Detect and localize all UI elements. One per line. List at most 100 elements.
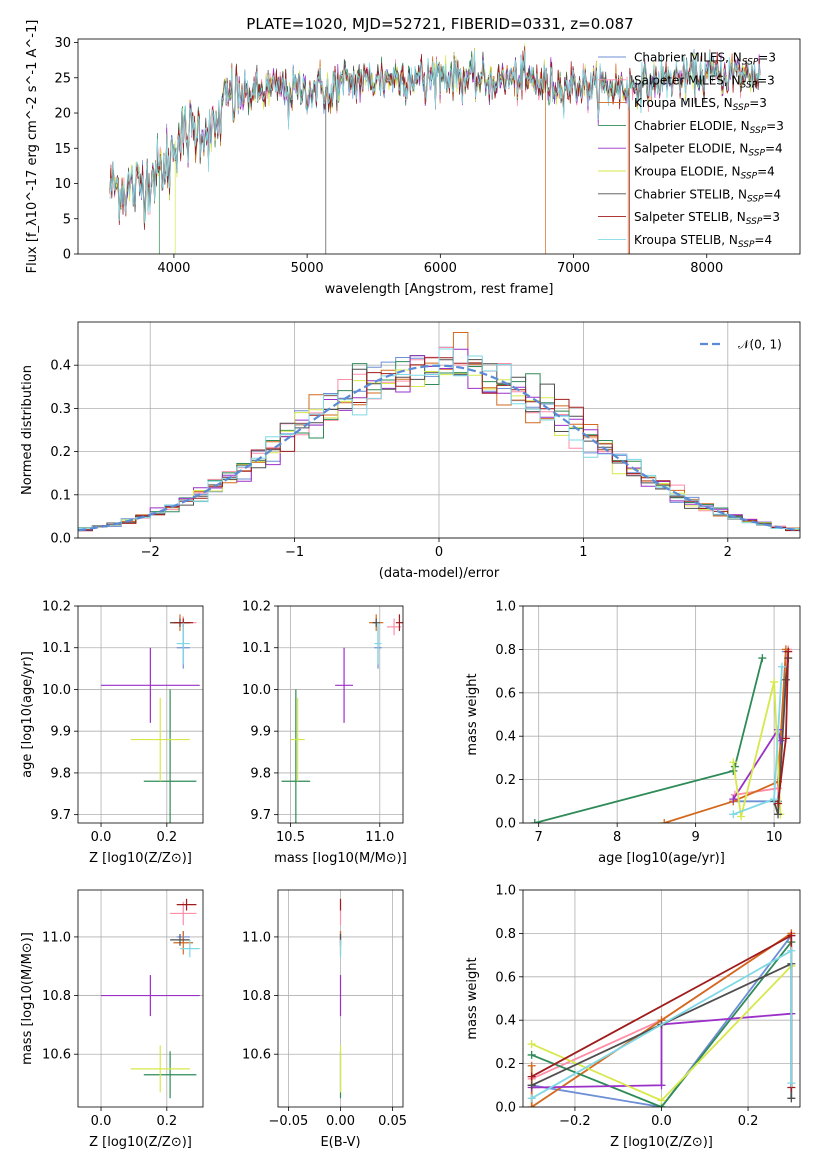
errorbar-chabrier-stelib <box>372 618 380 627</box>
y-tick-label: 0.6 <box>495 970 516 985</box>
y-tick-label: 10.2 <box>42 600 71 615</box>
x-tick-label: 0.0 <box>651 1114 672 1129</box>
x-tick-label: 7 <box>535 830 543 845</box>
y-tick-label: 0.2 <box>50 445 71 460</box>
axes-weight-vs-age: 7 8 9 10 0.0 0.2 0.4 0.6 0.8 1.0 age [log10(age/yr… <box>465 600 801 866</box>
errorbar-chabrier-elodie <box>143 1051 197 1099</box>
x-tick-label: 8000 <box>690 261 723 276</box>
x-tick-label: 0.00 <box>326 1114 355 1129</box>
x-tick-label: −1 <box>285 545 304 560</box>
x-tick-label: −2 <box>141 545 160 560</box>
y-tick-label: 10.0 <box>42 683 71 698</box>
legend-entry-chabrier-stelib: Chabrier STELIB, NSSP=4 <box>634 187 781 204</box>
panel-residuals: −2 −1 0 1 2 0.0 0.1 0.2 0.3 0.4 (data-model)/error… <box>20 321 801 581</box>
weight-line-kroupa-miles <box>663 649 787 823</box>
weight-marker-salpeter-elodie <box>657 1081 666 1090</box>
weight-marker-salpeter-stelib <box>781 734 790 743</box>
weight-marker-chabrier-elodie <box>758 654 767 663</box>
spectrum-title: PLATE=1020, MJD=52721, FIBERID=0331, z=0… <box>246 15 633 33</box>
y-tick-label: 0.4 <box>495 730 516 745</box>
x-tick-label: 0.0 <box>91 1114 112 1129</box>
weight-marker-kroupa-elodie <box>729 758 738 767</box>
y-tick-label: 1.0 <box>495 884 516 899</box>
y-tick-label: 9.8 <box>250 766 271 781</box>
y-tick-label: 11.0 <box>42 930 71 945</box>
errorbar-chabrier-elodie <box>281 689 311 823</box>
errorbar-salpeter-elodie <box>101 647 200 723</box>
weight-line-salpeter-elodie <box>531 1012 792 1089</box>
errorbar-chabrier-elodie <box>143 689 197 823</box>
y-tick-label: 5 <box>63 212 71 227</box>
y-tick-label: 10.0 <box>242 683 271 698</box>
axes-mass-vs-z: 0.0 0.2 10.6 10.8 11.0 Z [log10(Z/Z⊙)] mass [l… <box>20 889 204 1150</box>
y-tick-label: 0.2 <box>495 1057 516 1072</box>
y-tick-label: 10.1 <box>242 641 271 656</box>
errorbar-salpeter-elodie <box>335 647 353 723</box>
x-tick-label: −0.05 <box>268 1114 308 1129</box>
plot-area-mass-vs-z <box>101 898 200 1099</box>
weight-marker-kroupa-stelib <box>777 662 786 671</box>
y-tick-label: 9.7 <box>50 808 71 823</box>
plot-area-weight-vs-z <box>527 929 796 1107</box>
legend-entry-chabrier-miles: Chabrier MILES, NSSP=3 <box>634 51 776 68</box>
histogram-kroupa-stelib <box>78 348 800 529</box>
plot-area-age-vs-z <box>101 614 200 823</box>
legend-entry-salpeter-elodie: Salpeter ELODIE, NSSP=4 <box>634 142 783 159</box>
plot-area-age-vs-mass <box>281 614 403 823</box>
plot-area-residuals <box>78 332 800 532</box>
x-tick-label: 0.0 <box>91 830 112 845</box>
y-tick-label: 0.8 <box>495 643 516 658</box>
x-tick-label: 7000 <box>557 261 590 276</box>
weight-marker-chabrier-elodie <box>530 819 539 823</box>
errorbar-salpeter-stelib <box>395 614 403 632</box>
spectrum-line-kroupa-stelib <box>109 49 761 224</box>
x-tick-label: −0.2 <box>559 1114 591 1129</box>
axes-age-vs-mass: 10.5 11.0 9.7 9.8 9.9 10.0 10.1 10.2 mass [log10… <box>242 600 407 867</box>
weight-marker-salpeter-stelib <box>774 799 783 808</box>
x-tick-label: 10 <box>766 830 783 845</box>
weight-marker-kroupa-elodie <box>657 1096 666 1105</box>
x-tick-label: 5000 <box>291 261 324 276</box>
weight-marker-chabrier-elodie <box>527 1050 536 1059</box>
y-tick-label: 0.6 <box>495 686 516 701</box>
x-tick-label: 0.2 <box>738 1114 759 1129</box>
weight-marker-kroupa-stelib <box>729 810 738 819</box>
x-axis-label: E(B-V) <box>320 1135 360 1150</box>
panel-mass-vs-z: 0.0 0.2 10.6 10.8 11.0 Z [log10(Z/Z⊙)] mass [l… <box>20 889 204 1150</box>
y-tick-label: 9.9 <box>250 725 271 740</box>
weight-marker-kroupa-stelib <box>787 946 796 955</box>
errorbar-kroupa-elodie <box>130 697 190 782</box>
legend-entry-salpeter-miles: Salpeter MILES, NSSP=3 <box>634 73 775 90</box>
y-tick-label: 10.6 <box>42 1048 71 1063</box>
errorbar-salpeter-stelib <box>176 898 197 911</box>
y-tick-label: 20 <box>54 107 71 122</box>
y-tick-label: 10.2 <box>242 600 271 615</box>
x-tick-label: 4000 <box>157 261 190 276</box>
y-tick-label: 30 <box>54 36 71 51</box>
y-tick-label: 25 <box>54 71 71 86</box>
normal-curve <box>78 364 800 532</box>
y-tick-label: 0.3 <box>50 402 71 417</box>
x-axis-label: Z [log10(Z/Z⊙)] <box>610 1135 713 1150</box>
panel-mass-vs-ebv: −0.05 0.00 0.05 10.6 10.8 11.0 E(B-V) <box>242 889 407 1150</box>
x-axis-label: wavelength [Angstrom, rest frame] <box>325 282 554 297</box>
y-tick-label: 0.1 <box>50 488 71 503</box>
weight-marker-kroupa-stelib <box>770 795 779 804</box>
x-tick-label: 0.05 <box>378 1114 407 1129</box>
plot-area-spectrum <box>109 43 761 254</box>
x-tick-label: 1 <box>579 545 587 560</box>
weight-line-chabrier-elodie <box>534 657 764 823</box>
weight-marker-kroupa-elodie <box>527 1040 536 1049</box>
axes-frame <box>77 605 204 824</box>
legend-entry-kroupa-stelib: Kroupa STELIB, NSSP=4 <box>634 233 772 250</box>
y-axis-label: mass weight <box>465 673 480 755</box>
weight-marker-kroupa-stelib <box>787 1079 796 1088</box>
errorbar-kroupa-stelib <box>374 622 382 665</box>
y-tick-label: 10 <box>54 177 71 192</box>
panel-weight-vs-z: −0.2 0.0 0.2 0.0 0.2 0.4 0.6 0.8 1.0 Z [log10(Z/Z… <box>465 884 801 1150</box>
y-tick-label: 0 <box>63 248 71 263</box>
y-axis-label: mass weight <box>465 957 480 1039</box>
weight-line-chabrier-miles <box>531 935 793 1107</box>
axes-residuals: −2 −1 0 1 2 0.0 0.1 0.2 0.3 0.4 (data-model)/error… <box>20 321 801 581</box>
